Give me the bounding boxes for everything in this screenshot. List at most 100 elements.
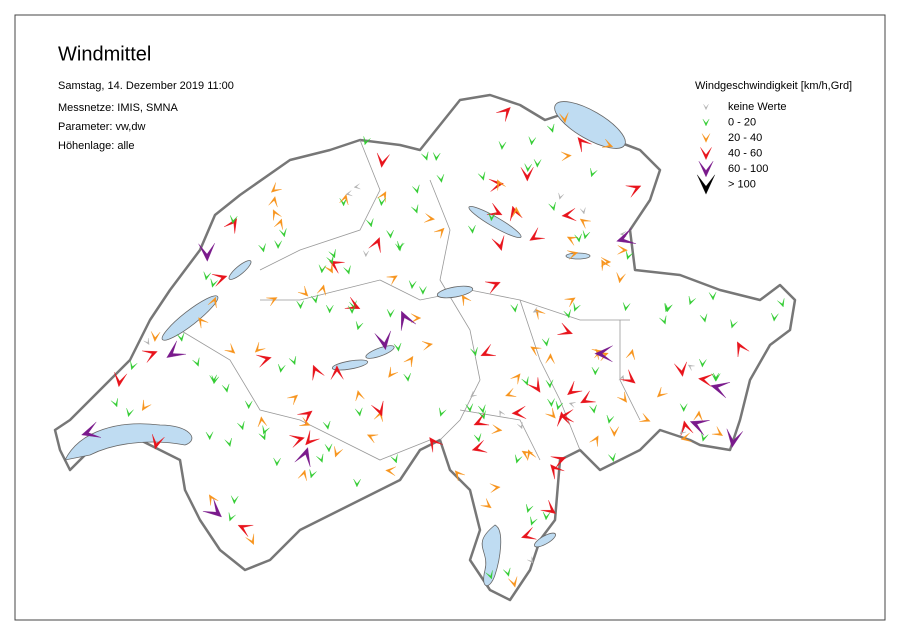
wind-arrow: [541, 337, 550, 347]
wind-arrow: [508, 576, 518, 588]
wind-arrow: [574, 233, 582, 243]
wind-arrow: [674, 361, 687, 377]
wind-arrow: [328, 249, 336, 259]
wind-arrow: [491, 424, 503, 434]
wind-arrow: [141, 399, 152, 411]
wind-arrow: [489, 483, 501, 493]
wind-arrow: [524, 163, 532, 173]
wind-arrow: [305, 430, 320, 446]
wind-arrow: [545, 379, 554, 389]
legend-label: keine Werte: [728, 101, 787, 113]
wind-arrow: [388, 366, 399, 378]
wind-arrow: [142, 350, 158, 363]
wind-arrow: [287, 394, 299, 405]
wind-arrow: [326, 304, 334, 314]
wind-arrow: [258, 243, 266, 253]
wind-arrow: [564, 297, 576, 307]
wind-arrow: [488, 178, 504, 192]
legend-label: 60 - 100: [728, 163, 768, 175]
wind-arrow: [730, 319, 738, 329]
wind-arrow: [224, 437, 232, 447]
wind-arrow: [203, 271, 211, 281]
wind-arrow: [198, 243, 215, 262]
wind-arrow: [701, 432, 709, 442]
wind-arrow: [486, 203, 503, 216]
wind-arrow: [679, 428, 687, 435]
wind-arrow: [699, 358, 707, 368]
wind-arrow: [526, 504, 534, 514]
wind-arrow: [567, 381, 583, 396]
wind-arrow: [245, 533, 254, 545]
legend-symbol: [703, 104, 709, 111]
wind-arrow: [245, 400, 253, 410]
wind-arrow: [639, 413, 651, 422]
wind-arrow: [566, 236, 579, 246]
wind-arrow: [533, 159, 542, 168]
wind-arrow: [299, 417, 311, 426]
wind-arrow: [266, 297, 278, 307]
wind-arrow: [274, 218, 283, 230]
wind-arrow: [547, 123, 555, 133]
wind-arrow: [528, 136, 537, 146]
wind-arrow: [689, 420, 710, 436]
wind-arrow: [480, 344, 497, 356]
wind-arrow: [424, 213, 436, 223]
wind-arrow: [386, 275, 398, 285]
wind-arrow: [230, 495, 239, 505]
wind-arrow: [699, 313, 708, 323]
wind-arrow: [114, 372, 127, 388]
wind-arrow: [237, 525, 254, 537]
wind-arrow: [412, 184, 420, 194]
wind-arrow: [548, 202, 556, 212]
wind-arrow: [419, 286, 427, 295]
legend: keine Werte 0 - 20 20 - 40 40 - 60 60 - 100 >…: [697, 101, 787, 195]
wind-arrow: [270, 182, 282, 193]
wind-arrow: [434, 227, 445, 239]
wind-arrow: [386, 229, 394, 239]
wind-arrow: [567, 250, 579, 260]
wind-arrow: [488, 212, 496, 222]
wind-arrow: [150, 331, 161, 342]
wind-arrow: [503, 567, 511, 577]
wind-arrow: [568, 402, 576, 408]
wind-arrow: [687, 364, 695, 371]
wind-arrow: [324, 443, 333, 453]
wind-arrow: [329, 260, 345, 274]
wind-arrow: [665, 303, 673, 313]
wind-arrow: [511, 406, 527, 419]
canton-borders: [179, 139, 641, 461]
wind-arrow: [323, 420, 331, 430]
wind-arrow: [403, 355, 414, 367]
wind-arrow: [422, 341, 433, 351]
wind-arrow: [550, 456, 567, 469]
wind-arrow: [512, 206, 522, 218]
wind-arrow: [297, 469, 307, 481]
wind-arrow: [491, 235, 505, 251]
wind-arrow: [279, 228, 287, 238]
wind-arrow: [374, 330, 391, 351]
wind-arrow: [334, 446, 343, 458]
wind-arrow: [521, 450, 533, 461]
wind-arrow: [620, 369, 636, 384]
wind-arrow: [589, 404, 597, 414]
wind-arrow: [343, 265, 351, 275]
wind-arrow: [326, 255, 334, 265]
wind-arrow: [309, 469, 317, 479]
wind-arrow: [468, 225, 476, 234]
wind-arrow: [345, 190, 353, 197]
wind-arrow: [726, 428, 743, 449]
legend-symbol: [700, 147, 712, 161]
wind-arrow: [477, 171, 486, 181]
info-line: Höhenlage: alle: [58, 140, 134, 152]
country-outline: [53, 93, 797, 602]
wind-arrow: [527, 377, 541, 393]
wind-arrow: [471, 440, 488, 453]
wind-arrow: [198, 317, 209, 329]
wind-arrow: [262, 425, 270, 435]
wind-arrow: [377, 191, 387, 203]
wind-arrow: [348, 305, 356, 314]
wind-arrow: [580, 207, 586, 215]
wind-arrow: [561, 151, 572, 161]
wind-arrow: [130, 361, 138, 371]
